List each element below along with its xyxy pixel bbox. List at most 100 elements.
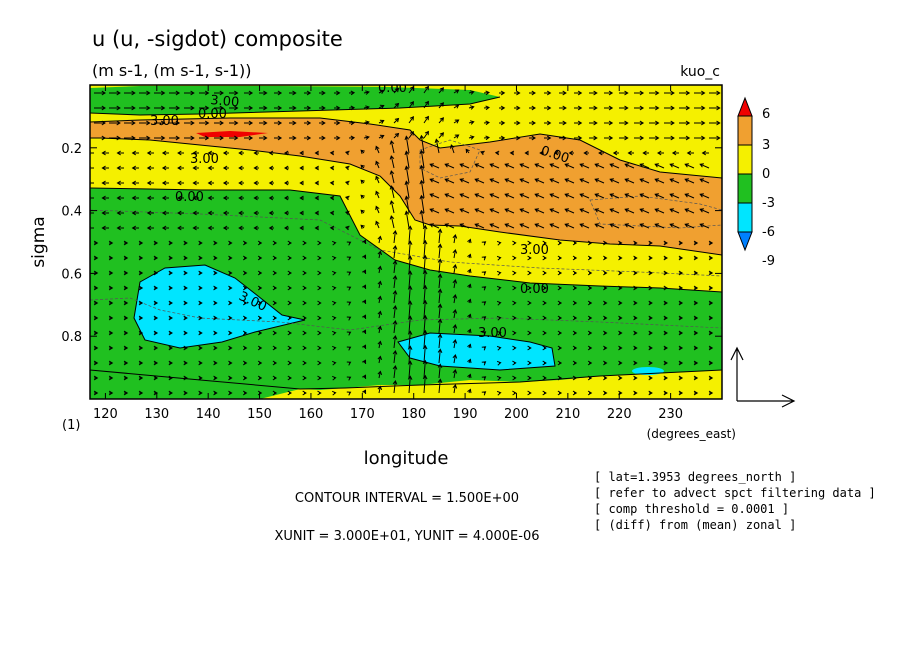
- vector-arrow: [242, 240, 248, 246]
- vector-arrow: [407, 270, 413, 289]
- vector-arrow: [527, 300, 532, 306]
- vector-arrow: [101, 180, 109, 186]
- vector-arrow: [207, 225, 214, 231]
- vector-arrow: [272, 270, 278, 276]
- colorbar-label: 3: [762, 138, 770, 153]
- vector-arrow: [299, 195, 304, 201]
- vector-arrow: [422, 224, 428, 244]
- vector-arrow: [603, 375, 608, 381]
- vector-arrow: [496, 285, 502, 291]
- vector-arrow: [333, 120, 341, 126]
- chart-subtitle: (m s-1, (m s-1, s-1)): [92, 61, 252, 80]
- vector-arrow: [648, 300, 653, 306]
- vector-arrow: [138, 345, 144, 351]
- vector-arrow: [131, 165, 139, 171]
- vector-arrow: [168, 330, 173, 336]
- vector-arrow: [684, 178, 695, 184]
- y-axis: 0.2 0.4 0.6 0.8: [61, 142, 722, 345]
- vector-arrow: [557, 360, 563, 366]
- vector-arrow: [242, 270, 248, 276]
- vector-arrow: [527, 345, 532, 351]
- vector-arrow: [474, 193, 485, 199]
- vector-arrow: [422, 314, 428, 334]
- vector-arrow: [177, 225, 184, 231]
- vector-arrow: [529, 90, 536, 96]
- vector-arrow: [192, 210, 199, 216]
- contour-label: 3.00: [520, 243, 549, 258]
- vector-arrow: [557, 270, 563, 276]
- vector-arrow: [183, 270, 188, 276]
- vector-arrow: [242, 375, 248, 381]
- vector-arrow: [375, 145, 380, 154]
- vector-arrow: [222, 165, 229, 171]
- vector-arrow: [684, 223, 695, 229]
- vector-arrow: [139, 120, 151, 126]
- vector-arrow: [633, 345, 638, 351]
- vector-arrow: [346, 331, 352, 336]
- vector-arrow: [633, 240, 638, 246]
- vector-arrow: [363, 90, 370, 95]
- vector-arrow: [198, 345, 203, 351]
- vector-arrow: [94, 105, 106, 111]
- vector-arrow: [654, 193, 665, 199]
- vector-arrow: [153, 315, 159, 321]
- vector-units: XUNIT = 3.000E+01, YUNIT = 4.000E-06: [275, 529, 540, 544]
- vector-arrow: [289, 120, 297, 126]
- vector-arrow: [407, 300, 413, 319]
- vector-arrow: [302, 390, 307, 396]
- vector-arrow: [542, 240, 547, 246]
- vector-arrow: [378, 134, 385, 139]
- colorbar-label: 6: [762, 107, 770, 122]
- vector-arrow: [708, 270, 714, 276]
- vector-arrow: [679, 120, 691, 126]
- vector-arrow: [168, 375, 173, 381]
- vector-arrow: [229, 105, 239, 111]
- vector-arrow: [459, 193, 470, 199]
- vector-arrow: [169, 120, 181, 126]
- vector-arrow: [108, 300, 114, 306]
- vector-arrow: [93, 255, 99, 261]
- vector-arrow: [437, 273, 443, 289]
- vector-arrow: [93, 300, 99, 306]
- vector-arrow: [404, 180, 410, 199]
- vector-arrow: [93, 240, 99, 246]
- vector-arrow: [693, 390, 699, 396]
- vector-arrow: [153, 300, 159, 306]
- vector-arrow: [268, 180, 274, 186]
- vector-arrow: [669, 178, 680, 184]
- vector-arrow: [138, 390, 144, 396]
- vector-arrow: [633, 330, 638, 336]
- vector-arrow: [259, 135, 268, 141]
- vector-arrow: [648, 315, 653, 321]
- vector-arrow: [663, 360, 668, 366]
- vector-arrow: [213, 300, 218, 306]
- vector-arrow: [392, 350, 398, 364]
- vector-arrow: [557, 315, 563, 321]
- vector-arrow: [360, 149, 365, 155]
- vector-arrow: [198, 285, 203, 291]
- vector-arrow: [244, 135, 254, 141]
- vector-arrow: [496, 360, 502, 366]
- vector-arrow: [604, 105, 614, 111]
- vector-arrow: [572, 390, 578, 396]
- vector-arrow: [314, 210, 319, 216]
- vector-arrow: [422, 329, 428, 349]
- vector-arrow: [639, 163, 650, 169]
- vector-arrow: [648, 360, 653, 366]
- vector-arrow: [331, 390, 337, 396]
- vector-arrow: [438, 117, 445, 124]
- vector-arrow: [238, 180, 244, 186]
- vector-arrow: [317, 285, 322, 291]
- vector-arrow: [618, 285, 623, 291]
- contour-interval: CONTOUR INTERVAL = 1.500E+00: [295, 491, 519, 506]
- vector-arrow: [242, 315, 248, 321]
- vector-arrow: [648, 390, 653, 396]
- vector-arrow: [333, 90, 341, 96]
- vector-arrow: [124, 120, 136, 126]
- vector-arrow: [512, 270, 517, 276]
- vector-arrow: [222, 210, 229, 216]
- vector-arrow: [609, 223, 620, 229]
- vector-arrow: [94, 135, 106, 141]
- vector-arrow: [192, 180, 199, 186]
- vector-arrow: [213, 330, 218, 336]
